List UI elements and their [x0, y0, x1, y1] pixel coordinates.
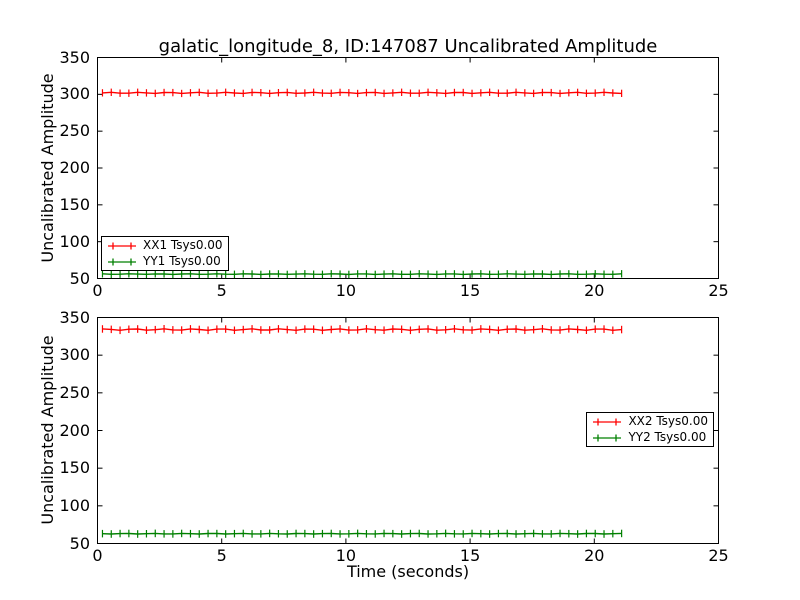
legend-label: XX1 Tsys0.00 [143, 238, 223, 252]
x-tick-label: 20 [584, 281, 605, 300]
y-tick-label: 300 [59, 84, 90, 104]
x-tick-label: 10 [335, 281, 357, 300]
legend-entry: YY2 Tsys0.00 [592, 431, 708, 444]
errorbar-glyph [108, 242, 136, 249]
y-tick-label: 150 [59, 194, 90, 214]
y-tick-label: 200 [59, 420, 90, 440]
legend-entry: YY1 Tsys0.00 [107, 255, 223, 268]
series-xx1 [101, 88, 623, 98]
x-tick-label: 25 [708, 546, 729, 565]
x-tick-label: 10 [335, 546, 357, 565]
y-tick-label: 350 [59, 47, 90, 67]
y-tick-label: 50 [69, 268, 90, 288]
y-tick-label: 100 [59, 231, 90, 251]
y-tick-label: 100 [59, 495, 90, 515]
errorbar-sample-yy1 [107, 256, 137, 268]
errorbar-glyph [108, 258, 136, 265]
x-tick-label: 25 [708, 281, 729, 300]
y-tick-label: 150 [59, 458, 90, 478]
x-tick-label: 15 [459, 281, 481, 300]
figure-title: galatic_longitude_8, ID:147087 Uncalibra… [158, 36, 658, 57]
errorbar-sample-yy2 [592, 432, 622, 444]
top-plot-canvas [97, 57, 719, 279]
y-tick-label: 250 [59, 121, 90, 141]
y-tick-label: 250 [59, 382, 90, 402]
y-tick-label: 300 [59, 345, 90, 365]
errorbar-sample-xx2 [592, 416, 622, 428]
x-tick-label: 0 [92, 281, 103, 300]
errorbar-glyph [593, 418, 622, 425]
series-yy2 [101, 529, 623, 538]
y-tick-label: 200 [59, 158, 90, 177]
legend-entry: XX1 Tsys0.00 [107, 239, 223, 252]
x-tick-label: 20 [584, 546, 605, 565]
axis-ticks [97, 57, 719, 279]
axis-ticks [97, 317, 719, 544]
legend-label: XX2 Tsys0.00 [628, 414, 708, 428]
legend-top: XX1 Tsys0.00 YY1 Tsys0.00 [101, 236, 229, 271]
x-tick-label: 5 [216, 546, 227, 565]
x-axis-label: Time (seconds) [346, 562, 470, 581]
bottom-plot-canvas [97, 317, 719, 544]
series-yy1 [101, 270, 623, 279]
y-tick-label: 50 [69, 533, 90, 553]
errorbar-sample-xx1 [107, 240, 137, 252]
legend-bottom: XX2 Tsys0.00 YY2 Tsys0.00 [586, 412, 714, 447]
errorbar-glyph [593, 434, 622, 441]
y-tick-label: 350 [59, 307, 90, 327]
x-tick-label: 15 [459, 546, 481, 565]
legend-entry: XX2 Tsys0.00 [592, 415, 708, 428]
x-tick-label: 0 [92, 546, 103, 565]
legend-label: YY1 Tsys0.00 [143, 254, 221, 268]
x-tick-label: 5 [216, 281, 227, 300]
series-xx2 [101, 325, 623, 335]
legend-label: YY2 Tsys0.00 [628, 430, 707, 444]
